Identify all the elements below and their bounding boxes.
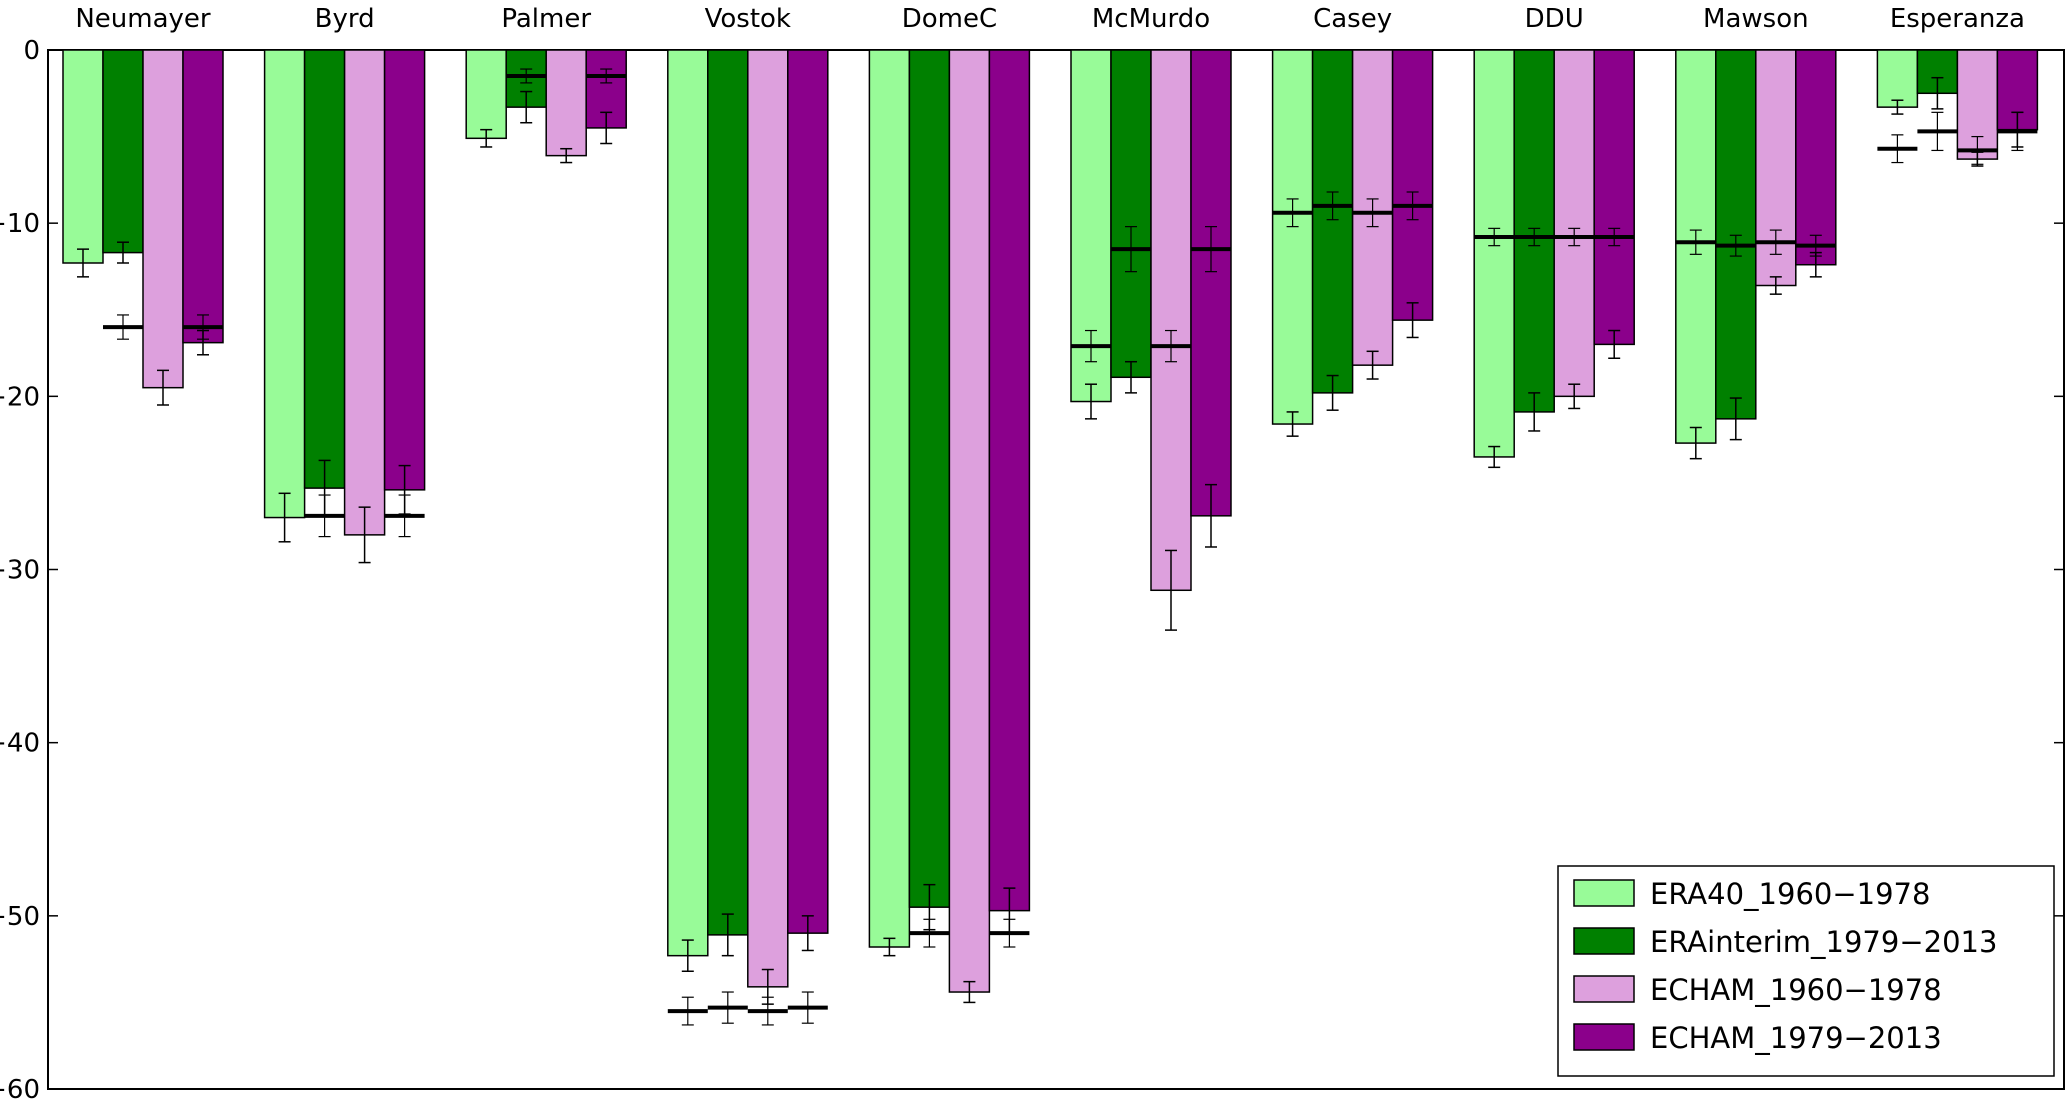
bar <box>303 49 346 489</box>
legend-swatch <box>1573 1023 1635 1051</box>
bar <box>182 49 224 344</box>
bar <box>142 49 184 389</box>
y-tick-label: −10 <box>0 209 40 239</box>
category-label: DDU <box>1525 4 1584 34</box>
category-label: Palmer <box>501 4 591 34</box>
category-label: Mawson <box>1703 4 1809 34</box>
legend-entry: ERA40_1960−1978 <box>1650 877 1930 911</box>
bar <box>1473 49 1515 458</box>
legend-swatch <box>1573 975 1635 1003</box>
bar <box>1150 49 1192 592</box>
legend: ERA40_1960−1978 ERAinterim_1979−2013 ECHAM… <box>1557 865 2055 1077</box>
bar <box>948 49 991 993</box>
y-tick-label: −60 <box>0 1075 40 1103</box>
bar <box>1190 49 1232 517</box>
bar <box>787 49 829 934</box>
legend-swatch <box>1573 927 1635 955</box>
bar <box>1271 49 1314 425</box>
bar <box>988 49 1031 912</box>
bar <box>1110 49 1152 379</box>
bar <box>1876 49 1919 108</box>
bar <box>1553 49 1595 398</box>
bar <box>465 49 507 140</box>
bar <box>868 49 911 948</box>
bar <box>747 49 789 988</box>
category-label: DomeC <box>902 4 997 34</box>
bar <box>343 49 386 536</box>
y-tick-label: −30 <box>0 556 40 586</box>
legend-entry: ECHAM_1979−2013 <box>1650 1021 1942 1055</box>
y-tick-label: 0 <box>23 36 40 66</box>
bar <box>383 49 426 491</box>
legend-box <box>1557 865 2055 1077</box>
bar <box>545 49 587 157</box>
category-label: Neumayer <box>75 4 211 34</box>
legend-entry: ECHAM_1960−1978 <box>1650 973 1942 1007</box>
bar <box>102 49 144 254</box>
bar <box>908 49 951 908</box>
category-label: Esperanza <box>1890 4 2025 34</box>
bar <box>1391 49 1434 321</box>
y-axis: 0 −10 −20 −30 −40 −50 −60 <box>0 36 2064 1103</box>
category-label: Byrd <box>315 4 375 34</box>
category-labels: Neumayer Byrd Palmer Vostok DomeC McMurdo Case… <box>75 4 2025 34</box>
bar <box>1795 49 1837 266</box>
y-tick-label: −20 <box>0 382 40 412</box>
bar <box>263 49 306 519</box>
bar <box>1311 49 1354 394</box>
category-label: McMurdo <box>1092 4 1210 34</box>
bar <box>1755 49 1797 287</box>
legend-swatch <box>1573 879 1635 907</box>
bar <box>62 49 104 264</box>
y-tick-label: −40 <box>0 729 40 759</box>
category-label: Vostok <box>705 4 791 34</box>
bar <box>667 49 709 957</box>
legend-entry: ERAinterim_1979−2013 <box>1650 925 1997 959</box>
bar <box>1593 49 1635 346</box>
plot-area <box>47 49 2065 1090</box>
bar <box>1715 49 1757 420</box>
y-tick-label: −50 <box>0 902 40 932</box>
category-label: Casey <box>1313 4 1392 34</box>
bar <box>707 49 749 936</box>
